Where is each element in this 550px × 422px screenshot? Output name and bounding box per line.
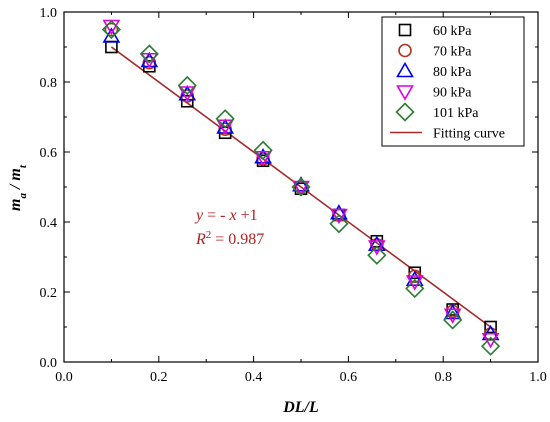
y-tick-label: 0.8 xyxy=(40,76,58,91)
data-point-90-kpa xyxy=(367,240,386,256)
legend-box xyxy=(381,16,525,147)
legend-label: 70 kPa xyxy=(433,45,472,60)
x-tick-label: 0.4 xyxy=(245,370,263,385)
equation-annotation: y = - x +1 xyxy=(194,207,258,224)
legend-marker xyxy=(398,43,412,58)
data-point-101-kpa xyxy=(177,75,197,96)
data-point-80-kpa xyxy=(292,176,310,192)
data-point-90-kpa xyxy=(178,86,197,102)
y-tick-label: 0.6 xyxy=(40,146,58,161)
data-point-80-kpa xyxy=(330,204,348,220)
data-point-70-kpa xyxy=(104,22,119,37)
legend-label: 80 kPa xyxy=(433,65,472,80)
legend-marker xyxy=(398,23,412,37)
legend-marker xyxy=(396,85,414,101)
legend-label: 90 kPa xyxy=(433,86,472,101)
x-tick-label: 0.2 xyxy=(150,370,168,385)
legend-marker xyxy=(395,102,415,122)
data-point-101-kpa xyxy=(367,245,387,265)
data-point-101-kpa xyxy=(215,109,235,129)
legend-label: Fitting curve xyxy=(433,127,505,142)
data-point-101-kpa xyxy=(291,177,311,197)
x-axis-title: DL/L xyxy=(282,399,319,416)
data-point-80-kpa xyxy=(367,235,386,252)
legend-marker xyxy=(396,61,414,78)
data-point-90-kpa xyxy=(140,52,159,69)
data-point-101-kpa xyxy=(139,44,159,64)
data-point-80-kpa xyxy=(102,27,121,43)
x-tick-label: 0.0 xyxy=(55,370,73,385)
data-point-60-kpa xyxy=(484,320,497,334)
data-point-101-kpa xyxy=(480,336,501,356)
data-point-80-kpa xyxy=(443,303,462,320)
legend-label: 101 kPa xyxy=(433,106,479,121)
y-tick-label: 0.4 xyxy=(40,216,58,231)
data-point-101-kpa xyxy=(329,214,349,234)
data-point-90-kpa xyxy=(330,208,348,225)
data-point-90-kpa xyxy=(292,180,310,197)
fitting-curve xyxy=(110,46,492,328)
r-squared-annotation: R2 = 0.987 xyxy=(195,229,264,248)
y-tick-label: 0.2 xyxy=(40,286,58,301)
data-point-101-kpa xyxy=(405,278,425,299)
data-point-101-kpa xyxy=(101,19,122,40)
plot-area: 0.00.0 0.2 0.2 0.4 0.4 0.6 0.6 0.8 0.8 1.0 1.0 xyxy=(40,6,547,385)
data-point-90-kpa xyxy=(481,332,500,349)
data-point-90-kpa xyxy=(216,119,235,135)
data-point-90-kpa xyxy=(254,150,272,167)
data-point-101-kpa xyxy=(253,140,273,160)
data-point-80-kpa xyxy=(254,148,272,164)
data-point-80-kpa xyxy=(405,270,424,287)
y-axis-title: ma / mt xyxy=(7,164,29,211)
x-tick-label: 0.6 xyxy=(340,370,358,385)
y-tick-label: 1.0 xyxy=(40,6,58,21)
y-tick-label: 0.0 xyxy=(40,356,58,371)
legend-label: 60 kPa xyxy=(433,24,472,39)
x-tick-label: 0.8 xyxy=(434,370,452,385)
data-point-90-kpa xyxy=(405,275,424,291)
legend: 60 kPa 70 kPa 80 kPa 90 kPa 101 kPa Fitting c… xyxy=(381,16,525,147)
data-point-101-kpa xyxy=(443,310,463,330)
data-point-60-kpa xyxy=(180,94,194,108)
x-tick-label: 1.0 xyxy=(529,370,547,385)
